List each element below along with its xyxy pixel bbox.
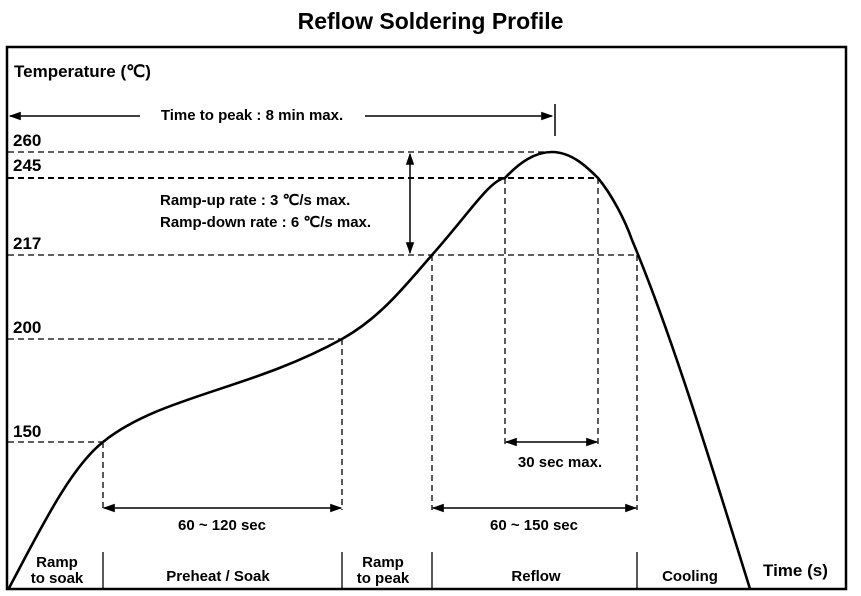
plot-frame <box>5 45 848 591</box>
zone-cooling: Cooling <box>662 568 718 585</box>
temperature-profile-curve <box>7 150 752 590</box>
temp-label-260: 260 <box>13 131 41 150</box>
zone-ramp-to-peak-line2: to peak <box>357 570 410 587</box>
zone-ramp-to-peak-line1: Ramp <box>362 554 404 571</box>
soak-duration-label: 60 ~ 120 sec <box>178 517 266 534</box>
peak-window-label: 30 sec max. <box>518 454 602 471</box>
x-axis-label: Time (s) <box>763 561 828 580</box>
temp-label-245: 245 <box>13 156 41 175</box>
y-axis-label: Temperature (℃) <box>14 62 151 81</box>
zone-ramp-to-soak-line1: Ramp <box>36 554 78 571</box>
ramp-down-label: Ramp-down rate : 6 ℃/s max. <box>160 214 371 231</box>
ramp-up-label: Ramp-up rate : 3 ℃/s max. <box>160 192 350 209</box>
zone-reflow: Reflow <box>511 568 561 585</box>
temp-label-150: 150 <box>13 422 41 441</box>
temp-label-217: 217 <box>13 234 41 253</box>
reflow-duration-label: 60 ~ 150 sec <box>490 517 578 534</box>
time-to-peak-label: Time to peak : 8 min max. <box>161 107 343 124</box>
zone-ramp-to-soak-line2: to soak <box>31 570 84 587</box>
temp-label-200: 200 <box>13 318 41 337</box>
zone-preheat-soak: Preheat / Soak <box>166 568 270 585</box>
diagram-title: Reflow Soldering Profile <box>297 8 564 34</box>
